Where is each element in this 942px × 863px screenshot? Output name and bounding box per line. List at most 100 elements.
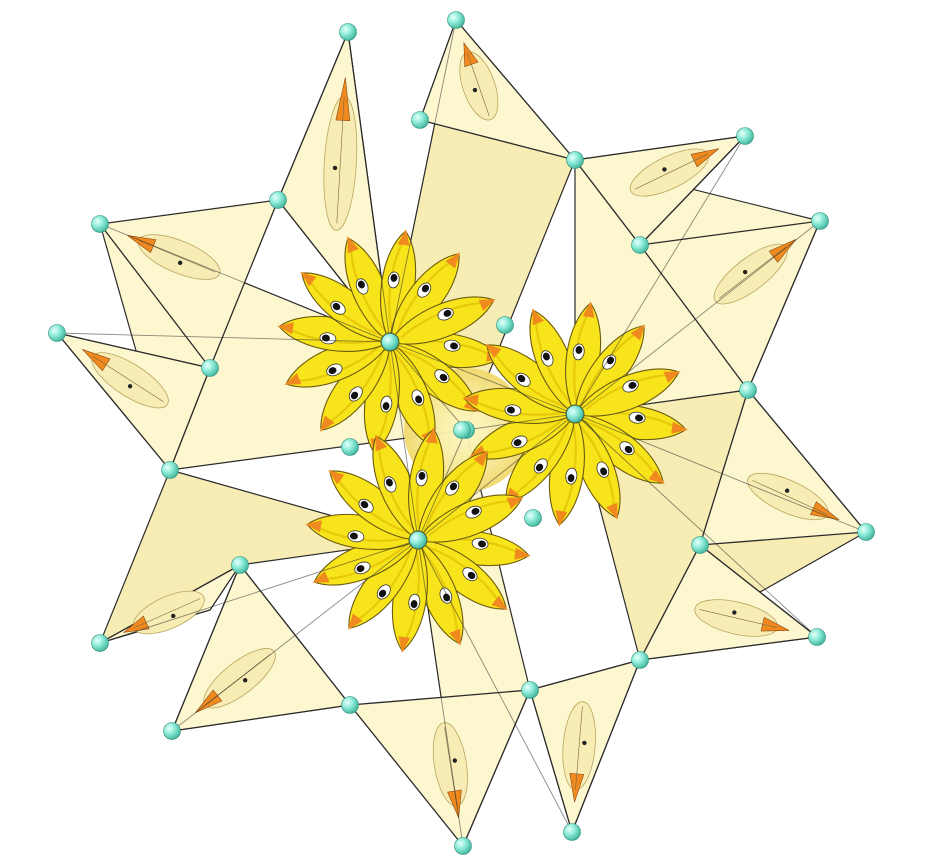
duck-eye-icon — [332, 165, 338, 171]
duck-head-icon — [323, 77, 358, 231]
eye-pupil — [575, 345, 583, 354]
eye-pupil — [350, 391, 359, 400]
beak-tip — [532, 308, 544, 326]
eye-pupil — [535, 463, 544, 472]
beak-tip — [473, 450, 489, 467]
eye-pupil — [382, 402, 390, 411]
eye-pupil — [321, 334, 330, 342]
eye-pupil — [628, 381, 637, 389]
star-spike — [56, 332, 211, 471]
eye-pupil — [415, 395, 423, 404]
edge-line — [389, 19, 457, 343]
edge-line — [574, 413, 818, 638]
beak-tip — [277, 322, 294, 335]
eye-pupil — [467, 571, 476, 580]
feather-line — [336, 96, 345, 224]
edge-line — [99, 539, 419, 644]
vertex-sphere-icon — [447, 11, 465, 29]
beak-tip — [284, 373, 302, 385]
edge-line — [389, 341, 467, 431]
eye-pupil — [418, 471, 426, 480]
feather-line — [92, 355, 164, 403]
vertex-sphere-icon — [808, 628, 826, 646]
eye-pupil — [478, 540, 487, 548]
feather-line — [133, 598, 201, 629]
vertex-sphere-icon — [341, 696, 359, 714]
eye-pupil — [410, 600, 418, 609]
beak-tip — [445, 252, 461, 269]
star-spike — [99, 564, 241, 644]
duck-head-icon — [127, 234, 221, 280]
polyhedron-edges — [56, 19, 867, 847]
petal-icon — [417, 539, 508, 611]
star-spikes — [56, 19, 867, 847]
petal-icon — [284, 339, 391, 388]
petal-icon — [417, 494, 524, 543]
eye-pupil — [378, 589, 387, 598]
eye-pupil — [328, 367, 337, 375]
petal-icon — [574, 368, 681, 417]
petal-icon — [372, 434, 421, 541]
petal-icon — [389, 296, 496, 345]
beak-tip — [491, 595, 508, 611]
duck-head-icon — [562, 701, 596, 803]
edge-line — [389, 341, 419, 541]
feather-line — [138, 239, 216, 273]
edge-line — [574, 413, 867, 533]
eye-pupil — [471, 507, 480, 515]
vertex-sphere-icon — [566, 151, 584, 169]
vertex-sphere-icon — [857, 523, 875, 541]
eye-pupil — [439, 373, 448, 382]
edge-line — [417, 429, 467, 541]
eye-pupil — [421, 284, 430, 293]
vertex-sphere-icon — [381, 333, 399, 351]
beak-tip — [606, 502, 618, 520]
duck-eye-icon — [127, 384, 133, 389]
vertex-sphere-icon — [524, 509, 542, 527]
beak-tip — [347, 236, 359, 254]
vertex-sphere-icon — [521, 681, 539, 699]
feather-line — [575, 706, 583, 790]
beak-tip — [398, 636, 411, 653]
petal-icon — [529, 308, 578, 415]
vertex-sphere-icon — [739, 381, 757, 399]
edge-line — [417, 539, 573, 833]
duck-eye-icon — [242, 678, 248, 683]
beak-tip — [671, 421, 688, 434]
beak-tip — [462, 394, 479, 407]
eye-pupil — [357, 280, 365, 289]
vertex-spheres — [48, 11, 875, 855]
star-spike — [639, 544, 818, 661]
vertex-sphere-icon — [736, 127, 754, 145]
vertex-sphere-icon — [411, 111, 429, 129]
beak-tip — [506, 497, 524, 509]
duck-eye-icon — [177, 260, 183, 266]
petal-icon — [312, 537, 419, 586]
petal-icon — [300, 271, 391, 343]
beak-tip — [328, 469, 345, 485]
vertex-sphere-icon — [339, 23, 357, 41]
edge-line — [99, 223, 391, 343]
duck-eye-icon — [472, 87, 478, 93]
edge-line — [574, 135, 746, 415]
edge-line — [56, 332, 391, 343]
petal-icon — [417, 450, 489, 541]
edge-line — [417, 413, 576, 541]
star-spike — [349, 689, 531, 847]
edge-line — [347, 31, 391, 343]
beak-tip — [485, 343, 502, 359]
eye-pupil — [349, 532, 358, 540]
duck-head-icon — [459, 41, 499, 121]
beak-tip — [312, 571, 330, 583]
eye-pupil — [450, 342, 459, 350]
flower-hub — [305, 427, 531, 653]
duck-head-icon — [694, 599, 790, 637]
edge-line — [465, 413, 576, 431]
beak-tip — [663, 371, 681, 383]
feather-line — [719, 246, 787, 299]
vertex-sphere-icon — [163, 722, 181, 740]
beak-tip — [582, 301, 595, 318]
duck-eye-icon — [784, 488, 790, 493]
petal-icon — [328, 469, 419, 541]
